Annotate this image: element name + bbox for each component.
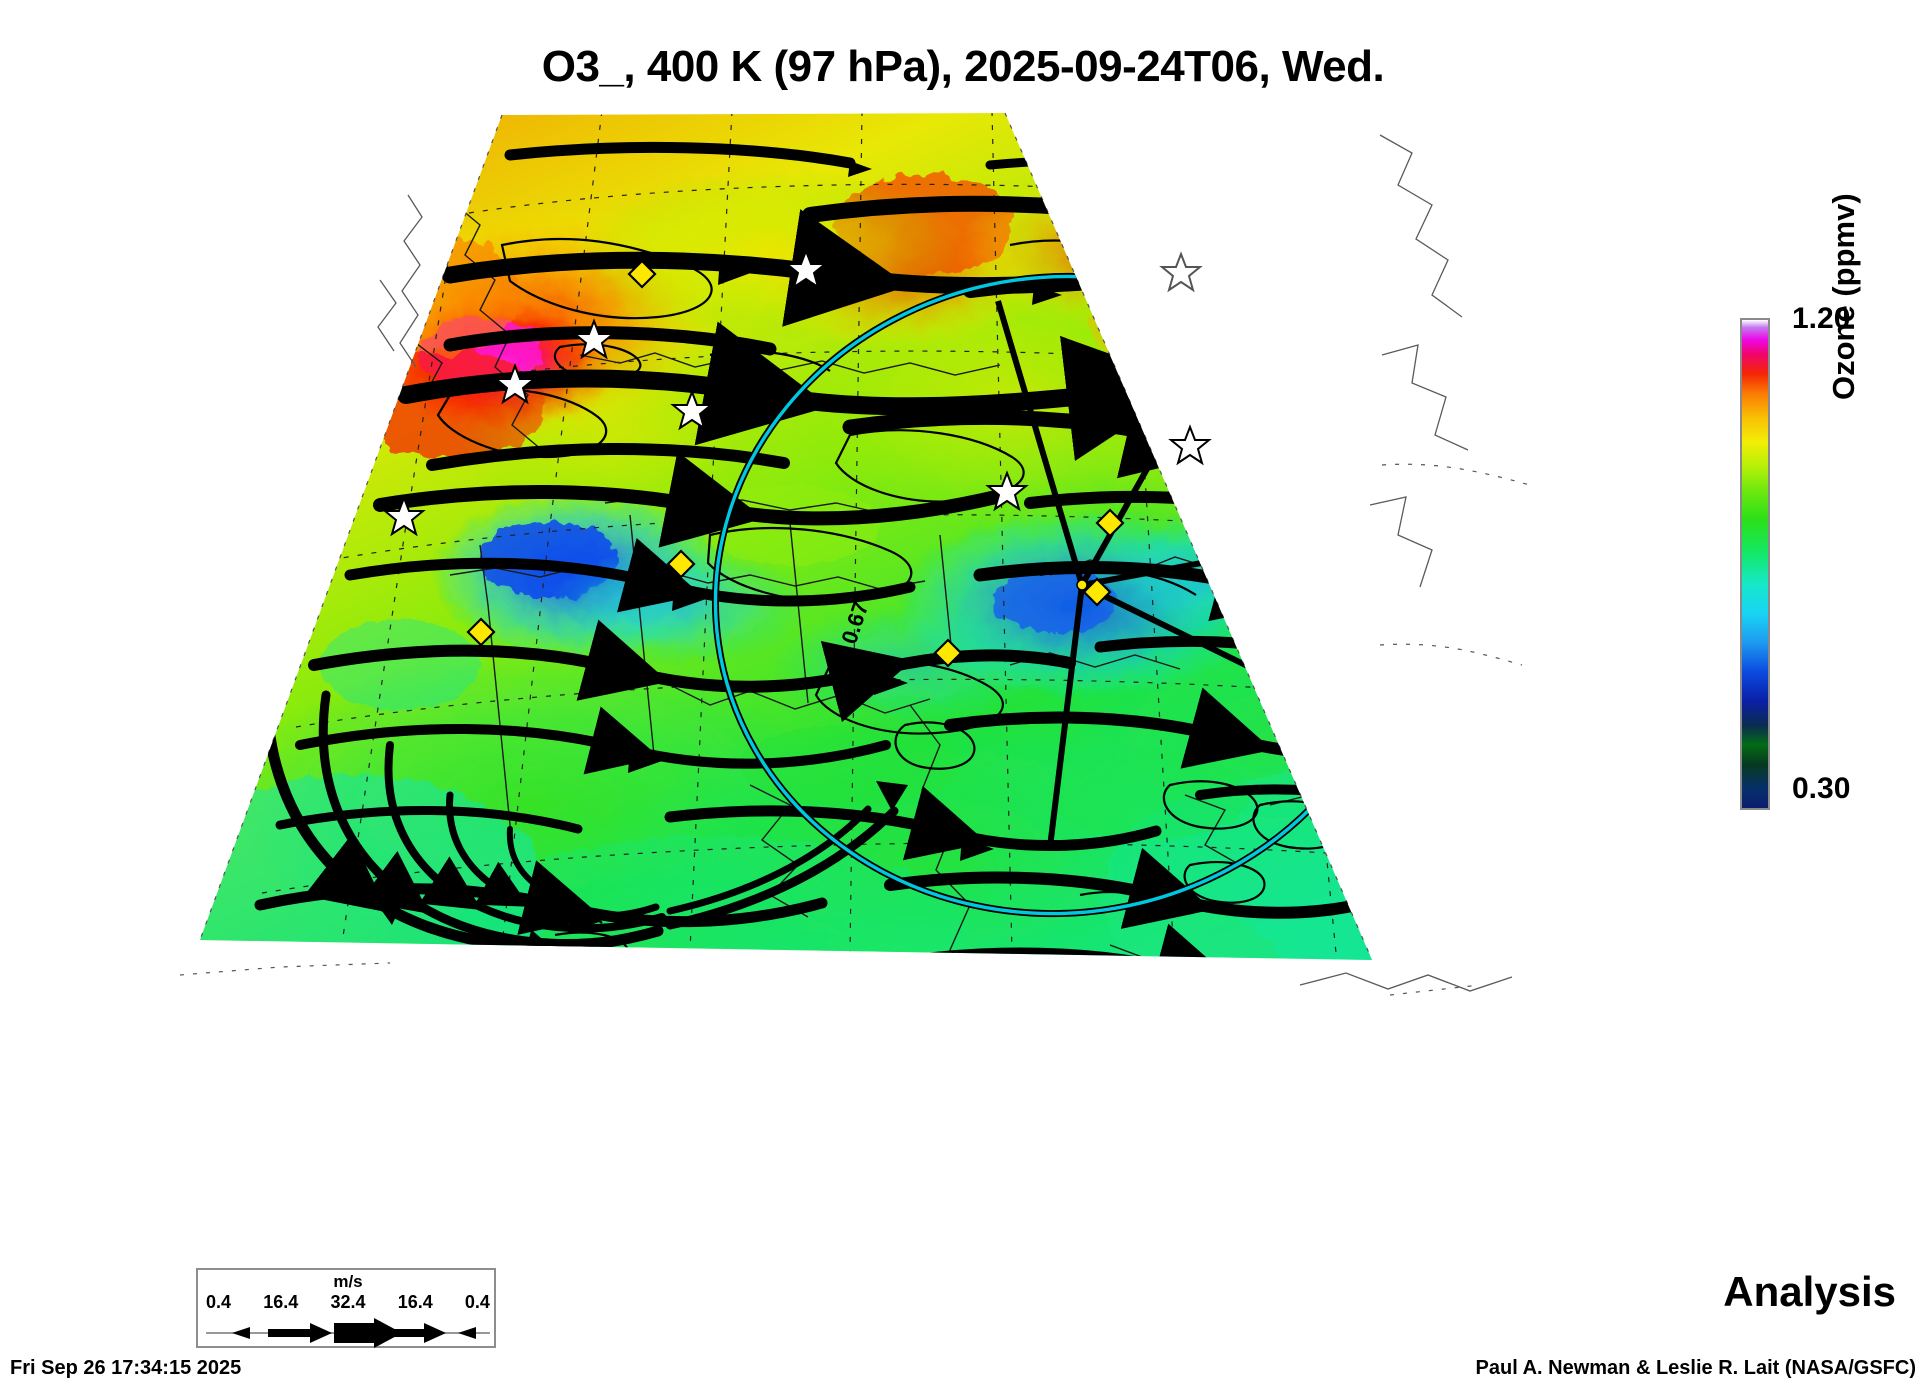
page-title: O3_, 400 K (97 hPa), 2025-09-24T06, Wed.: [541, 42, 1385, 91]
station-marker-star-open[interactable]: [1159, 251, 1203, 293]
station-marker-star-group[interactable]: [382, 248, 1212, 537]
station-marker-diamond-group[interactable]: [466, 259, 1125, 668]
wind-speed-legend: m/s 0.4 16.4 32.4 16.4 0.4: [196, 1268, 496, 1348]
wind-legend-arrow-scale: [206, 1318, 490, 1348]
station-marker-diamond[interactable]: [666, 549, 696, 579]
generation-timestamp: Fri Sep 26 17:34:15 2025: [10, 1357, 242, 1379]
author-credit: Paul A. Newman & Leslie R. Lait (NASA/GS…: [1475, 1357, 1916, 1379]
station-marker-star[interactable]: [572, 318, 616, 360]
station-marker-diamond[interactable]: [1082, 577, 1112, 607]
colorbar-axis-title: Ozone (ppmv): [1826, 193, 1861, 400]
wind-legend-ticks: 0.4 16.4 32.4 16.4 0.4: [198, 1292, 498, 1313]
wind-tick-1: 16.4: [263, 1292, 299, 1312]
colorbar-frame: [1740, 318, 1770, 810]
range-ring-group: [712, 272, 1372, 918]
station-marker-star[interactable]: [985, 470, 1029, 512]
wind-tick-3: 16.4: [397, 1292, 433, 1312]
flight-track-4[interactable]: [995, 300, 1085, 586]
flight-track-5[interactable]: [1047, 584, 1085, 848]
marker-layer[interactable]: [382, 248, 1212, 668]
station-marker-star[interactable]: [784, 248, 828, 290]
colorbar-min-label: 0.30: [1792, 772, 1851, 805]
station-marker-star[interactable]: [382, 495, 426, 537]
colorbar-max-label: 1.20: [1792, 302, 1851, 335]
colorbar-gradient: [1742, 320, 1768, 808]
wind-legend-units: m/s: [333, 1272, 363, 1291]
colorbar: 1.20 0.30 Ozone (ppmv): [1740, 193, 1926, 830]
wind-tick-0: 0.4: [206, 1292, 232, 1312]
station-marker-diamond[interactable]: [1095, 508, 1125, 538]
graticule-outside-domain: [179, 112, 1531, 996]
map-canvas[interactable]: 0.67: [150, 105, 1570, 1245]
coastline-outside-domain: [377, 134, 1513, 992]
analysis-label: Analysis: [1723, 1268, 1896, 1315]
station-marker-star[interactable]: [493, 363, 537, 405]
track-convergence-node[interactable]: [1076, 579, 1088, 591]
station-marker-diamond[interactable]: [466, 617, 496, 647]
station-marker-star[interactable]: [1168, 424, 1212, 466]
range-ring-cyan: [713, 274, 1372, 916]
station-marker-diamond[interactable]: [627, 259, 657, 289]
station-marker-star[interactable]: [670, 389, 714, 431]
wind-tick-2: 32.4: [330, 1292, 366, 1312]
wind-tick-4: 0.4: [464, 1292, 490, 1312]
map-plot-area[interactable]: 0.67: [150, 105, 1570, 1245]
station-marker-diamond[interactable]: [933, 638, 963, 668]
station-marker-star-open-group[interactable]: [1159, 251, 1203, 293]
